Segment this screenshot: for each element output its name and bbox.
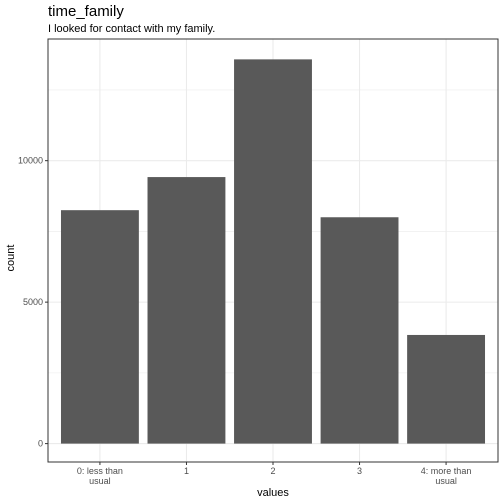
bar [320, 217, 399, 444]
bar [147, 177, 226, 444]
y-axis-title: count [5, 245, 17, 272]
chart-subtitle: I looked for contact with my family. [48, 23, 215, 35]
bar [407, 334, 486, 444]
y-tick-label: 5000 [23, 297, 43, 307]
x-tick-label: usual [435, 476, 457, 486]
y-tick-label: 0 [38, 439, 43, 449]
bar [60, 210, 139, 444]
x-tick-label: 2 [270, 466, 275, 476]
bars [60, 59, 486, 444]
x-axis-title: values [257, 487, 289, 499]
x-tick-label: 4: more than [421, 466, 472, 476]
x-tick-label: 3 [357, 466, 362, 476]
y-axis: 0 5000 10000 [18, 156, 48, 449]
bar [234, 59, 312, 444]
chart-title: time_family [48, 3, 124, 20]
y-tick-label: 10000 [18, 156, 43, 166]
x-tick-label: usual [89, 476, 111, 486]
x-tick-label: 0: less than [77, 466, 123, 476]
x-tick-label: 1 [184, 466, 189, 476]
